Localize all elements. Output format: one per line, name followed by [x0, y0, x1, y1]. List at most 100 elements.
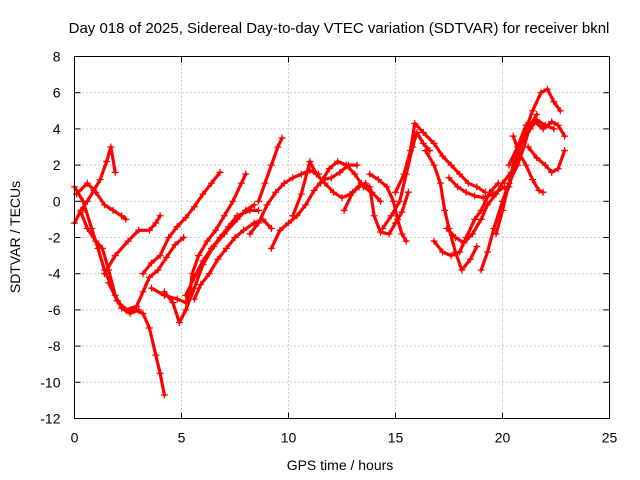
data-point [543, 85, 551, 93]
data-series [71, 85, 569, 399]
data-point [451, 234, 459, 241]
data-point [246, 206, 254, 214]
data-point [113, 297, 121, 305]
series-sat-09 [139, 168, 224, 278]
data-point [379, 224, 387, 232]
data-point [199, 190, 207, 198]
data-point [396, 197, 404, 205]
data-point [531, 118, 539, 126]
series-sat-02 [71, 143, 119, 227]
data-point [334, 157, 342, 165]
data-point [421, 147, 429, 155]
data-point [182, 291, 190, 299]
series-sat-23 [443, 161, 521, 247]
data-point [477, 215, 485, 223]
data-point [222, 244, 230, 252]
data-point [535, 186, 543, 194]
data-point [190, 273, 198, 281]
data-point [267, 244, 275, 252]
data-point [139, 270, 147, 278]
axis-ticks [74, 56, 610, 419]
data-point [225, 223, 233, 231]
data-point [212, 226, 220, 234]
data-point [242, 170, 250, 178]
data-point [550, 98, 558, 106]
series-trace [500, 87, 562, 203]
data-point [173, 295, 181, 303]
data-point [439, 248, 447, 256]
y-tick-label: 6 [53, 85, 61, 101]
data-point [447, 252, 455, 260]
data-point [98, 244, 106, 252]
data-point [246, 230, 254, 238]
data-point [190, 284, 198, 292]
data-point [460, 239, 468, 247]
x-tick-labels: 0 5 10 15 20 25 [71, 430, 618, 446]
series-trace [445, 163, 520, 245]
data-point [169, 299, 177, 307]
y-tick-label: -6 [48, 302, 61, 318]
data-point [190, 203, 198, 211]
data-point [261, 179, 269, 187]
series-sat-29 [524, 143, 569, 176]
data-point [505, 183, 513, 191]
data-point [370, 212, 378, 220]
data-point [353, 161, 361, 169]
data-point [289, 174, 297, 182]
data-point [255, 197, 263, 205]
data-point [398, 230, 406, 238]
series-sat-19 [379, 129, 434, 232]
data-point [111, 168, 119, 176]
data-point [133, 302, 141, 310]
data-point [387, 212, 395, 220]
data-point [524, 143, 532, 151]
data-point [366, 183, 374, 191]
data-point [509, 132, 517, 140]
data-point [145, 226, 153, 234]
data-point [118, 212, 126, 220]
data-point [302, 201, 310, 209]
series-trace [526, 145, 567, 174]
data-point [357, 179, 365, 187]
data-point [441, 206, 449, 214]
data-point [469, 230, 477, 238]
data-point [383, 183, 391, 191]
data-point [195, 252, 203, 260]
series-sat-20 [392, 119, 489, 196]
data-point [175, 319, 183, 327]
data-point [124, 237, 132, 245]
data-point [163, 253, 171, 261]
data-point [402, 237, 410, 245]
y-tick-label: 4 [53, 121, 61, 137]
x-tick-label: 0 [71, 430, 79, 446]
data-point [349, 188, 357, 196]
y-tick-label: -8 [48, 338, 61, 354]
data-point [541, 161, 549, 169]
data-point [109, 206, 117, 214]
data-point [477, 266, 485, 274]
data-point [430, 139, 438, 147]
y-tick-label: -12 [40, 411, 60, 427]
data-point [148, 259, 156, 267]
data-point [325, 165, 333, 173]
data-point [312, 170, 320, 178]
data-point [377, 228, 385, 236]
data-point [499, 206, 506, 214]
data-point [490, 190, 498, 198]
chart-title: Day 018 of 2025, Sidereal Day-to-day VTE… [69, 20, 610, 37]
data-point [173, 223, 181, 231]
y-tick-label: -4 [48, 266, 61, 282]
data-point [237, 179, 245, 187]
data-point [274, 143, 282, 151]
data-point [130, 306, 138, 314]
data-point [561, 132, 569, 140]
data-point [351, 170, 359, 178]
data-point [473, 243, 481, 251]
y-tick-label: 2 [53, 157, 61, 173]
data-point [366, 170, 374, 178]
data-point [338, 194, 346, 202]
data-point [554, 121, 562, 129]
data-point [92, 188, 100, 196]
data-point [267, 161, 275, 169]
